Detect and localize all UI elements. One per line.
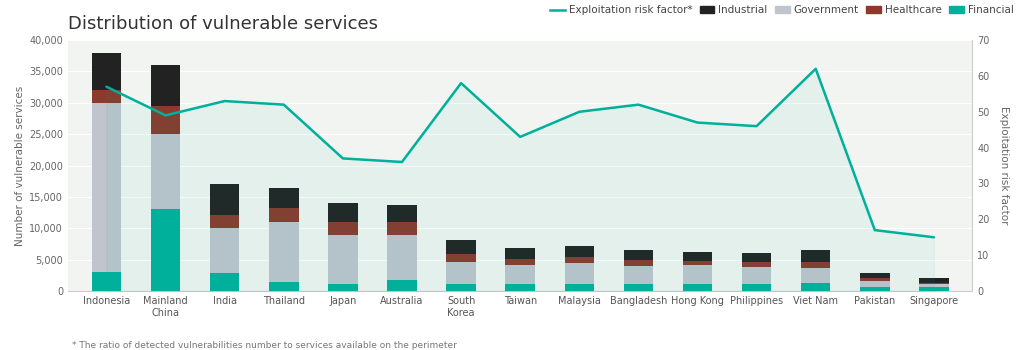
Bar xyxy=(624,260,653,266)
Bar xyxy=(683,284,713,291)
Bar xyxy=(328,234,357,284)
Bar xyxy=(328,222,357,235)
Bar xyxy=(92,90,121,103)
Bar xyxy=(446,254,476,261)
Bar xyxy=(920,284,948,287)
Bar xyxy=(269,222,299,282)
Bar xyxy=(624,250,653,260)
Bar xyxy=(151,106,180,134)
Bar xyxy=(920,282,948,284)
Bar xyxy=(506,259,535,265)
Bar xyxy=(387,222,417,235)
Bar xyxy=(801,283,830,291)
Bar xyxy=(151,65,180,106)
Bar xyxy=(860,279,890,281)
Bar xyxy=(269,282,299,291)
Bar xyxy=(624,284,653,291)
Bar xyxy=(801,250,830,262)
Bar xyxy=(269,208,299,222)
Bar xyxy=(920,287,948,291)
Bar xyxy=(920,279,948,282)
Bar xyxy=(506,265,535,284)
Bar xyxy=(624,266,653,284)
Bar xyxy=(92,52,121,90)
Bar xyxy=(446,261,476,284)
Bar xyxy=(151,210,180,291)
Bar xyxy=(92,272,121,291)
Bar xyxy=(446,284,476,291)
Bar xyxy=(683,252,713,261)
Bar xyxy=(387,205,417,222)
Bar xyxy=(564,264,594,284)
Bar xyxy=(210,215,240,228)
Bar xyxy=(741,284,771,291)
Legend: Exploitation risk factor*, Industrial, Government, Healthcare, Financial: Exploitation risk factor*, Industrial, G… xyxy=(550,5,1014,15)
Bar xyxy=(683,265,713,284)
Bar xyxy=(564,246,594,257)
Bar xyxy=(741,262,771,267)
Bar xyxy=(801,262,830,268)
Y-axis label: Exploitation risk factor: Exploitation risk factor xyxy=(999,106,1009,225)
Bar xyxy=(860,287,890,291)
Bar xyxy=(387,280,417,291)
Bar xyxy=(151,134,180,210)
Bar xyxy=(328,203,357,222)
Bar xyxy=(564,257,594,264)
Bar xyxy=(210,184,240,215)
Bar xyxy=(446,240,476,254)
Bar xyxy=(506,284,535,291)
Bar xyxy=(801,268,830,283)
Bar xyxy=(741,253,771,262)
Bar xyxy=(860,273,890,279)
Bar xyxy=(741,267,771,284)
Bar xyxy=(387,234,417,280)
Bar xyxy=(210,273,240,291)
Bar xyxy=(269,188,299,208)
Bar xyxy=(92,103,121,272)
Text: Distribution of vulnerable services: Distribution of vulnerable services xyxy=(68,15,378,33)
Bar xyxy=(860,281,890,287)
Text: * The ratio of detected vulnerabilities number to services available on the peri: * The ratio of detected vulnerabilities … xyxy=(72,341,457,350)
Bar xyxy=(506,248,535,259)
Bar xyxy=(564,284,594,291)
Bar xyxy=(328,284,357,291)
Bar xyxy=(210,228,240,273)
Bar xyxy=(683,261,713,265)
Y-axis label: Number of vulnerable services: Number of vulnerable services xyxy=(15,85,25,246)
